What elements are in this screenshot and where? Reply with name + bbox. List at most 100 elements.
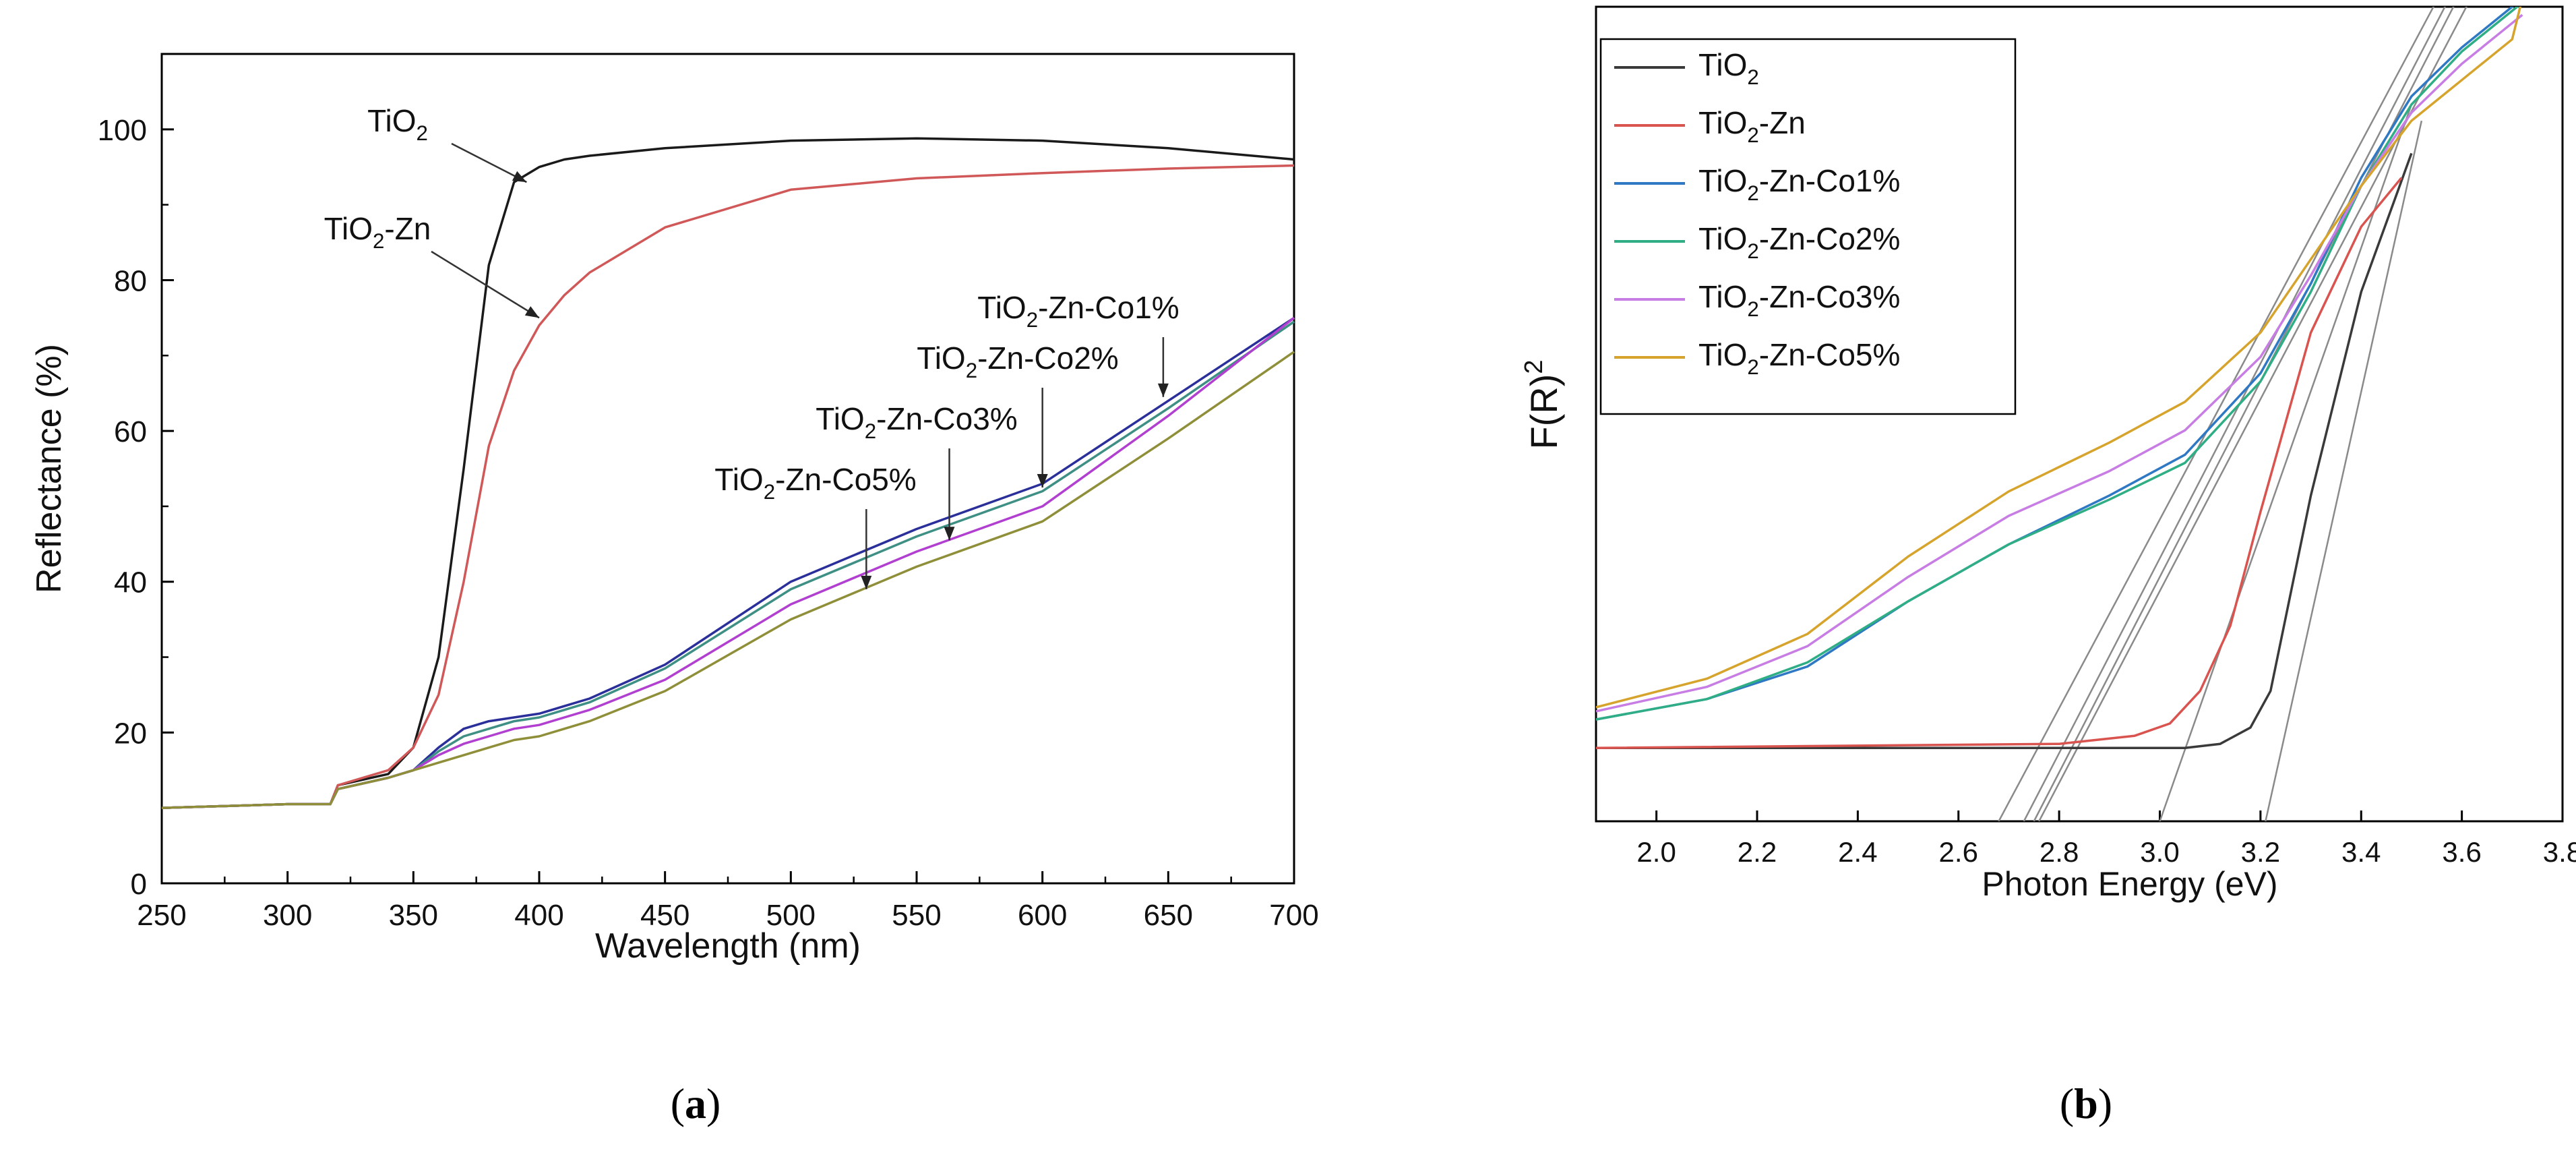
legend-entry-Co1-rest: -Zn-Co1% (1759, 163, 1901, 198)
annotation-arrow-line (451, 142, 527, 183)
y-axis-label-base: F(R) (1523, 374, 1565, 450)
x-tick-label: 2.6 (1939, 836, 1978, 868)
series-line-TiO2 (1596, 152, 2413, 750)
x-tick-label: 500 (766, 899, 816, 932)
series-line-Co1 (1596, 7, 2515, 721)
annotation-label-sub: 2 (764, 480, 775, 504)
annotation-label: TiO2-Zn (324, 211, 431, 253)
y-tick-label: 80 (114, 264, 147, 297)
legend-entry-Co1-base: TiO (1698, 163, 1747, 198)
series-line-a_Co2 (161, 320, 1295, 809)
x-tick-label: 3.2 (2241, 836, 2280, 868)
legend-entry-Co3-base: TiO (1698, 279, 1747, 314)
legend-entry-TiO2-Zn-sub: 2 (1747, 123, 1758, 147)
annotation-label-base: TiO (324, 211, 373, 246)
x-tick-label: 3.0 (2140, 836, 2179, 868)
x-tick-label: 250 (137, 899, 186, 932)
annotation-label-sub: 2 (1026, 308, 1038, 332)
annotation-label-sub: 2 (966, 359, 977, 382)
legend-entry-Co1-sub: 2 (1747, 181, 1758, 205)
legend-entry-TiO2-base: TiO (1698, 47, 1747, 82)
annotation-label-rest: -Zn-Co3% (876, 401, 1018, 436)
x-tick-label: 400 (514, 899, 563, 932)
panel-label-a: (a) (671, 1080, 721, 1127)
series-line-a_Co1 (161, 316, 1295, 809)
y-axis-label: Reflectance (%) (30, 344, 69, 593)
annotation-arrow-head (512, 171, 527, 183)
y-tick-label: 20 (114, 717, 147, 750)
annotation-arrow-head (1037, 474, 1048, 488)
annotation-arrow-head (944, 527, 955, 541)
annotation-label-rest: -Zn (384, 211, 431, 246)
annotation-label: TiO2-Zn-Co3% (816, 401, 1017, 443)
x-tick-label: 300 (263, 899, 312, 932)
legend-entry-TiO2-Zn-rest: -Zn (1759, 105, 1806, 140)
legend-entry-Co3: TiO2-Zn-Co3% (1698, 279, 1900, 321)
series-line-Co5 (1596, 7, 2522, 709)
x-axis-label: Photon Energy (eV) (1982, 865, 2277, 903)
series-line-Co3 (1596, 13, 2523, 713)
plot-frame (1595, 5, 2564, 823)
annotation-label: TiO2-Zn-Co1% (977, 290, 1179, 332)
x-tick-label: 3.8 (2543, 836, 2576, 868)
y-tick-label: 60 (114, 415, 147, 448)
series-line-TiO2-Zn (1596, 177, 2403, 750)
x-axis-label: Wavelength (nm) (595, 926, 861, 966)
annotation-label-base: TiO (816, 401, 864, 436)
legend-entry-Co5-base: TiO (1698, 337, 1747, 372)
series-line-Co2 (1596, 7, 2519, 721)
annotation-label-rest: -Zn-Co2% (977, 341, 1119, 376)
y-tick-label: 40 (114, 566, 147, 599)
panel-label-b: (b) (2060, 1080, 2112, 1127)
series-line-a_TiO2Zn (161, 164, 1295, 809)
x-tick-label: 650 (1144, 899, 1193, 932)
annotation-label: TiO2 (367, 103, 428, 145)
y-axis-label-sup: 2 (1520, 359, 1548, 374)
legend-entry-Co2-sub: 2 (1747, 239, 1758, 263)
annotation-arrow-line (431, 250, 540, 319)
annotation-label-sub: 2 (417, 121, 428, 145)
annotation-label-base: TiO (367, 103, 416, 138)
annotation-label-rest: -Zn-Co5% (775, 462, 917, 497)
x-tick-label: 2.8 (2040, 836, 2079, 868)
panel-b-tauc-plot: 2.0 2.2 2.4 2.6 2.8 3.0 3.2 3.4 3.6 3.8 Photon Ene… (1520, 5, 2576, 903)
legend-entry-TiO2-sub: 2 (1747, 65, 1758, 89)
tangent-line-TiO2-Zn (2159, 104, 2413, 821)
legend-entry-Co1: TiO2-Zn-Co1% (1698, 163, 1900, 205)
y-tick-label: 100 (98, 114, 147, 147)
annotation-label: TiO2-Zn-Co2% (917, 341, 1118, 382)
series-line-a_Co3 (161, 317, 1295, 809)
tangent-line-Co5 (2038, 7, 2467, 821)
tangent-line-Co2 (2033, 7, 2455, 821)
y-axis-label: F(R)2 (1520, 359, 1565, 449)
x-tick-label: 2.0 (1636, 836, 1676, 868)
x-tick-label: 3.6 (2442, 836, 2481, 868)
annotation-label-sub: 2 (865, 419, 876, 443)
annotation-label: TiO2-Zn-Co5% (714, 462, 916, 504)
x-tick-label: 450 (640, 899, 689, 932)
annotation-label-base: TiO (714, 462, 763, 497)
annotation-label-base: TiO (977, 290, 1026, 325)
y-tick-label: 0 (131, 868, 147, 901)
legend-box (1599, 38, 2017, 415)
x-tick-label: 2.4 (1838, 836, 1877, 868)
panel-a-reflectance-chart: 250 300 350 400 450 500 550 600 650 700 0 20 40 60 80 1… (30, 53, 1319, 966)
tangent-line-Co1 (2023, 7, 2446, 821)
x-tick-label: 700 (1269, 899, 1318, 932)
x-tick-label: 550 (892, 899, 941, 932)
legend-entry-Co2-rest: -Zn-Co2% (1759, 221, 1901, 256)
x-tick-label: 3.4 (2341, 836, 2381, 868)
x-tick-label: 350 (389, 899, 438, 932)
legend-entry-Co3-sub: 2 (1747, 297, 1758, 321)
legend-entry-Co3-rest: -Zn-Co3% (1759, 279, 1901, 314)
annotation-arrow-head (1157, 383, 1169, 397)
legend-entry-Co2-base: TiO (1698, 221, 1747, 256)
legend-entry-Co2: TiO2-Zn-Co2% (1698, 221, 1900, 263)
annotation-label-sub: 2 (373, 229, 384, 253)
annotation-arrow-head (861, 575, 872, 589)
tangent-line-TiO2 (2265, 120, 2423, 821)
legend-entry-Co5-sub: 2 (1747, 355, 1758, 379)
x-tick-label: 2.2 (1738, 836, 1777, 868)
